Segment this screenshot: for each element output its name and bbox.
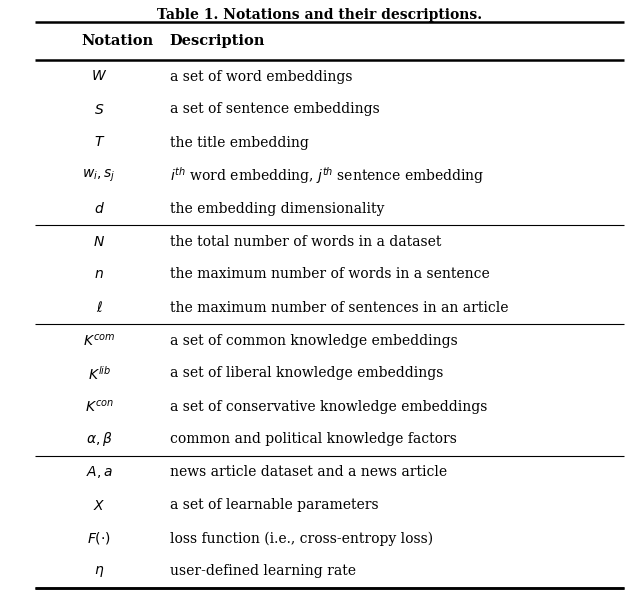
Text: a set of liberal knowledge embeddings: a set of liberal knowledge embeddings — [170, 367, 443, 380]
Text: a set of common knowledge embeddings: a set of common knowledge embeddings — [170, 334, 458, 347]
Text: a set of learnable parameters: a set of learnable parameters — [170, 498, 378, 513]
Text: $w_i, s_j$: $w_i, s_j$ — [83, 167, 116, 184]
Text: $F(\cdot)$: $F(\cdot)$ — [87, 531, 111, 546]
Text: Table 1. Notations and their descriptions.: Table 1. Notations and their description… — [157, 8, 483, 22]
Text: loss function (i.e., cross-entropy loss): loss function (i.e., cross-entropy loss) — [170, 531, 433, 546]
Text: $\alpha, \beta$: $\alpha, \beta$ — [86, 431, 113, 449]
Text: $\ell$: $\ell$ — [95, 300, 103, 315]
Text: $K^{con}$: $K^{con}$ — [84, 398, 114, 415]
Text: $A, a$: $A, a$ — [86, 464, 113, 480]
Text: common and political knowledge factors: common and political knowledge factors — [170, 432, 456, 446]
Text: news article dataset and a news article: news article dataset and a news article — [170, 465, 447, 480]
Text: the maximum number of words in a sentence: the maximum number of words in a sentenc… — [170, 268, 490, 282]
Text: $T$: $T$ — [93, 135, 105, 150]
Text: Description: Description — [170, 34, 265, 48]
Text: $K^{com}$: $K^{com}$ — [83, 332, 115, 349]
Text: the embedding dimensionality: the embedding dimensionality — [170, 201, 384, 216]
Text: $N$: $N$ — [93, 234, 105, 249]
Text: $S$: $S$ — [94, 102, 104, 116]
Text: Notation: Notation — [81, 34, 154, 48]
Text: the title embedding: the title embedding — [170, 135, 308, 150]
Text: the total number of words in a dataset: the total number of words in a dataset — [170, 234, 441, 249]
Text: user-defined learning rate: user-defined learning rate — [170, 564, 356, 579]
Text: a set of conservative knowledge embeddings: a set of conservative knowledge embeddin… — [170, 400, 487, 413]
Text: a set of word embeddings: a set of word embeddings — [170, 69, 352, 83]
Text: $X$: $X$ — [93, 498, 106, 513]
Text: $K^{lib}$: $K^{lib}$ — [88, 365, 111, 382]
Text: $\eta$: $\eta$ — [94, 564, 104, 579]
Text: $W$: $W$ — [91, 69, 108, 83]
Text: the maximum number of sentences in an article: the maximum number of sentences in an ar… — [170, 301, 508, 314]
Text: $n$: $n$ — [94, 268, 104, 282]
Text: $i^{th}$ word embedding, $j^{th}$ sentence embedding: $i^{th}$ word embedding, $j^{th}$ senten… — [170, 165, 484, 186]
Text: $d$: $d$ — [94, 201, 104, 216]
Text: a set of sentence embeddings: a set of sentence embeddings — [170, 102, 380, 116]
